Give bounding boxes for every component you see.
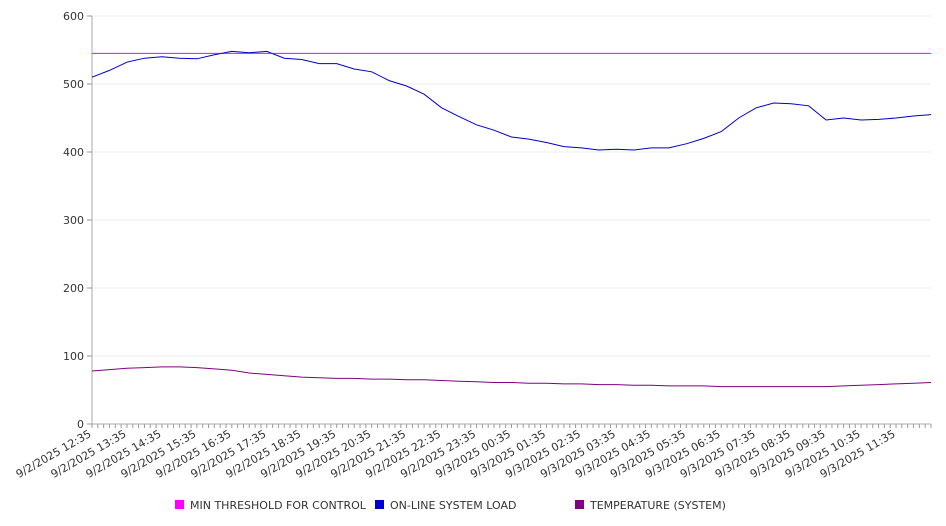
legend-label: ON-LINE SYSTEM LOAD (390, 499, 516, 512)
y-axis-ticks: 0 100 200 300 400 500 600 (63, 10, 92, 431)
legend-swatch (175, 500, 184, 509)
y-tick-label: 600 (63, 10, 84, 23)
legend: MIN THRESHOLD FOR CONTROL ON-LINE SYSTEM … (175, 499, 726, 512)
y-tick-label: 500 (63, 78, 84, 91)
series-lines (91, 50, 932, 388)
legend-swatch (575, 500, 584, 509)
y-tick-label: 200 (63, 282, 84, 295)
y-tick-label: 400 (63, 146, 84, 159)
legend-label: MIN THRESHOLD FOR CONTROL (190, 499, 367, 512)
legend-swatch (375, 500, 384, 509)
legend-label: TEMPERATURE (SYSTEM) (589, 499, 726, 512)
series-line-2 (91, 366, 932, 388)
y-tick-label: 0 (77, 418, 84, 431)
y-tick-label: 300 (63, 214, 84, 227)
gridlines (92, 15, 931, 357)
axes (91, 16, 931, 425)
y-tick-label: 100 (63, 350, 84, 363)
x-axis-ticks: 9/2/2025 12:359/2/2025 13:359/2/2025 14:… (14, 424, 932, 481)
series-line-1 (91, 50, 932, 151)
